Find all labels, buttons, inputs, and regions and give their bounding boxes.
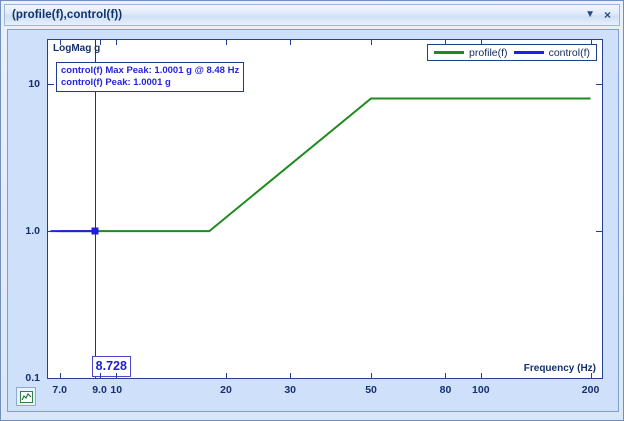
legend-item-profile[interactable]: profile(f) <box>434 47 508 59</box>
annotation-line-max-peak: control(f) Max Peak: 1.0001 g @ 8.48 Hz <box>61 65 240 76</box>
x-tick-9.0 <box>99 40 101 45</box>
x-tick-label-10: 10 <box>110 384 123 396</box>
page-title: (profile(f),control(f)) <box>12 9 123 21</box>
x-tick-30 <box>290 373 292 378</box>
y-tick-10 <box>596 84 602 86</box>
legend-label-control: control(f) <box>548 46 590 59</box>
x-tick-label-200: 200 <box>581 384 600 396</box>
window-title-bar: (profile(f),control(f)) ▼ × <box>4 4 620 26</box>
x-tick-20 <box>225 40 227 45</box>
chart-thumbnail-icon[interactable] <box>16 387 36 406</box>
cursor-frequency-readout[interactable]: 8.728 <box>91 356 131 377</box>
x-tick-200 <box>590 40 592 45</box>
x-tick-label-30: 30 <box>284 384 296 396</box>
x-tick-200 <box>590 373 592 378</box>
x-tick-9.0 <box>99 373 101 378</box>
x-tick-label-9.0: 9.0 <box>92 384 107 396</box>
x-tick-10 <box>116 373 118 378</box>
x-tick-100 <box>480 373 482 378</box>
cursor-vertical-line[interactable] <box>94 40 96 378</box>
y-tick-0.1 <box>48 378 54 379</box>
chart-glyph-icon <box>19 390 33 403</box>
y-tick-10 <box>48 84 54 86</box>
legend-item-control[interactable]: control(f) <box>513 46 590 59</box>
y-tick-0.1 <box>596 378 602 379</box>
x-tick-20 <box>225 373 227 378</box>
chart-canvas[interactable]: LogMag g Frequency (Hz) profile(f) contr… <box>25 39 603 396</box>
window-controls: ▼ × <box>585 9 619 21</box>
cursor-frequency-value: 8.728 <box>95 359 127 373</box>
x-tick-80 <box>445 40 447 45</box>
plot-inner-panel: LogMag g Frequency (Hz) profile(f) contr… <box>9 31 617 410</box>
x-tick-10 <box>116 40 118 45</box>
annotation-line-peak: control(f) Peak: 1.0001 g <box>61 76 171 88</box>
x-tick-label-7.0: 7.0 <box>52 384 68 396</box>
y-tick-1.0 <box>48 231 54 233</box>
x-tick-50 <box>371 40 373 45</box>
x-tick-label-50: 50 <box>365 384 377 396</box>
chevron-down-icon[interactable]: ▼ <box>585 9 595 20</box>
cursor-marker[interactable] <box>91 227 99 235</box>
x-tick-7.0 <box>59 373 61 378</box>
legend-swatch-control <box>513 51 544 54</box>
close-icon[interactable]: × <box>603 8 611 22</box>
x-tick-7.0 <box>59 40 61 45</box>
x-tick-80 <box>445 373 447 378</box>
legend-swatch-profile <box>434 51 465 54</box>
y-tick-label-10: 10 <box>28 78 40 91</box>
peak-annotation-box: control(f) Max Peak: 1.0001 g @ 8.48 Hz … <box>56 62 245 92</box>
plot-frame: LogMag g Frequency (Hz) profile(f) contr… <box>7 29 619 412</box>
legend-label-profile: profile(f) <box>469 46 508 59</box>
x-tick-label-20: 20 <box>220 384 232 396</box>
y-axis-title: LogMag g <box>53 43 101 54</box>
x-tick-30 <box>290 40 292 45</box>
series-profile-line <box>59 97 591 233</box>
x-tick-label-80: 80 <box>439 384 452 396</box>
y-tick-1.0 <box>596 231 602 233</box>
y-tick-label-1.0: 1.0 <box>25 225 40 238</box>
x-tick-label-100: 100 <box>472 384 490 396</box>
x-tick-50 <box>371 373 373 378</box>
x-tick-100 <box>480 40 482 45</box>
x-axis-title: Frequency (Hz) <box>523 363 596 374</box>
chart-legend[interactable]: profile(f) control(f) <box>427 44 597 61</box>
chart-series-layer <box>50 97 591 233</box>
y-tick-label-0.1: 0.1 <box>25 372 40 384</box>
